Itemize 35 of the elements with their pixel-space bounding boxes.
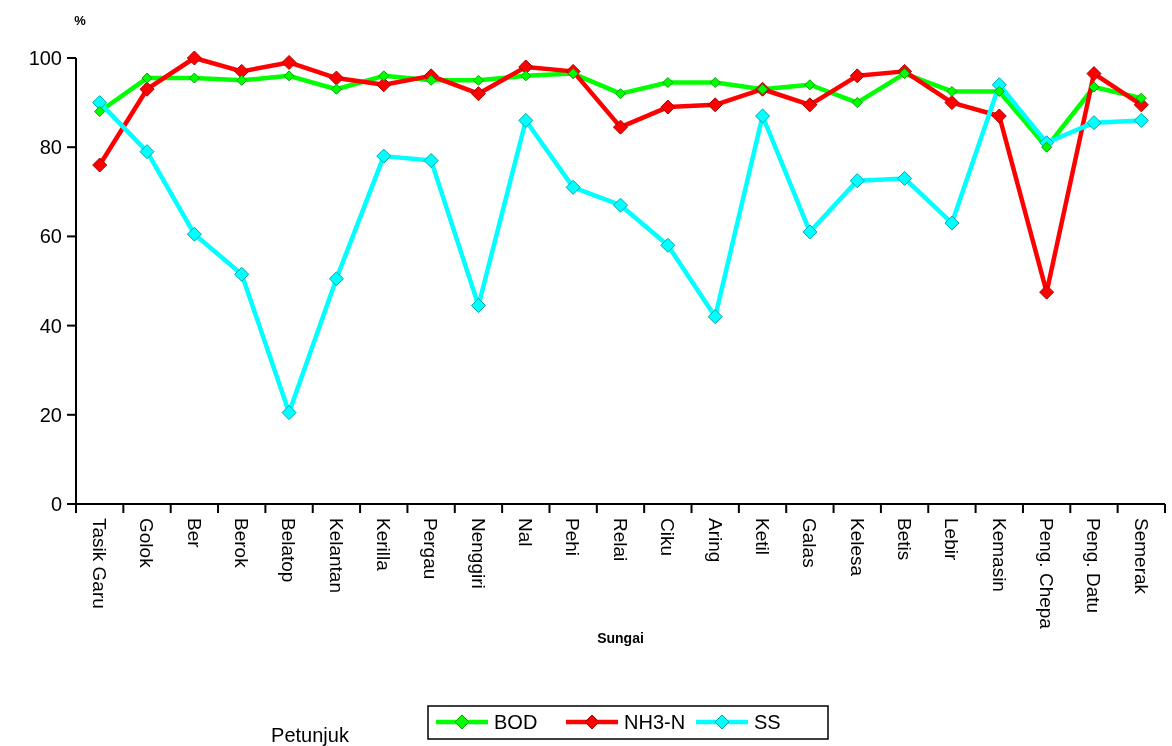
x-tick-label: Berok [231,518,253,569]
x-tick-label: Aring [704,518,726,563]
legend-title: Petunjuk [271,724,350,746]
x-tick-label: Tasik Garu [89,518,111,609]
y-tick-label: 80 [39,136,62,159]
y-axis-title: % [74,13,87,28]
y-tick-label: 100 [28,47,62,69]
x-tick-label: Kerilla [373,518,395,572]
x-tick-label: Peng. Chepa [1035,518,1057,630]
x-tick-label: Kelesa [846,518,868,577]
x-tick-label: Nal [515,518,537,547]
x-tick-label: Lebir [941,518,963,561]
x-tick-label: Semerak [1130,518,1152,595]
x-tick-label: Peng. Datu [1083,518,1105,614]
y-tick-label: 20 [39,403,62,426]
x-tick-label: Golok [136,518,158,569]
x-tick-label: Belatop [278,518,300,583]
x-tick-label: Pergau [420,518,442,580]
legend-label: SS [754,711,781,733]
y-tick-label: 60 [39,225,62,248]
y-tick-label: 40 [39,314,62,337]
x-tick-label: Galas [799,518,821,568]
x-tick-label: Pehi [562,518,584,557]
x-tick-label: Betis [893,518,915,561]
x-tick-label: Kemasin [988,518,1010,592]
x-tick-label: Nenggiri [467,518,489,589]
x-tick-label: Ketil [751,518,773,555]
legend-label: BOD [494,711,538,733]
x-tick-label: Relai [609,518,631,562]
x-axis-title: Sungai [597,630,644,646]
x-tick-label: Ciku [657,518,679,557]
y-tick-label: 0 [50,493,62,515]
x-tick-label: Ber [183,518,205,549]
x-tick-label: Kelantan [325,518,347,594]
legend-label: NH3-N [624,711,686,733]
